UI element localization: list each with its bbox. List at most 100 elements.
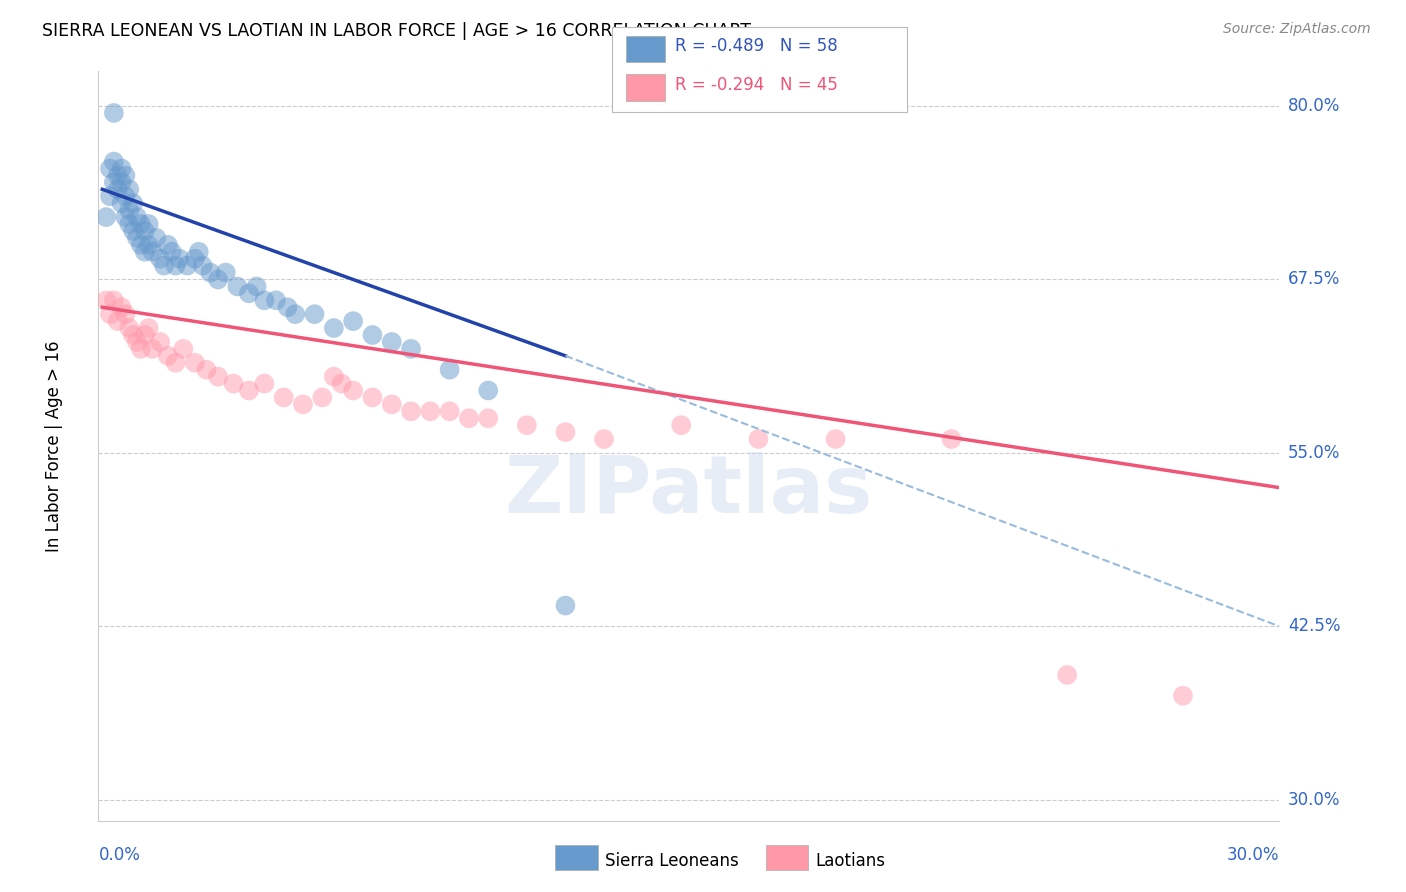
Point	[138, 217, 160, 231]
Point	[184, 252, 207, 266]
Point	[149, 252, 172, 266]
Text: Source: ZipAtlas.com: Source: ZipAtlas.com	[1223, 22, 1371, 37]
Point	[215, 266, 238, 280]
Point	[141, 342, 163, 356]
Text: Laotians: Laotians	[815, 852, 886, 870]
Point	[118, 217, 141, 231]
Point	[98, 161, 121, 176]
Text: R = -0.294   N = 45: R = -0.294 N = 45	[675, 76, 838, 94]
Point	[330, 376, 353, 391]
Point	[103, 106, 125, 120]
Point	[114, 210, 136, 224]
Point	[165, 259, 187, 273]
Point	[322, 369, 344, 384]
Point	[114, 189, 136, 203]
Point	[381, 397, 404, 411]
Point	[593, 432, 616, 446]
Point	[222, 376, 245, 391]
Text: 67.5%: 67.5%	[1288, 270, 1340, 288]
Point	[311, 391, 333, 405]
Point	[342, 314, 364, 328]
Point	[98, 189, 121, 203]
Point	[160, 244, 183, 259]
Point	[941, 432, 963, 446]
Text: 55.0%: 55.0%	[1288, 444, 1340, 462]
Text: ZIPatlas: ZIPatlas	[505, 452, 873, 530]
Point	[134, 244, 156, 259]
Point	[110, 196, 132, 211]
Point	[118, 321, 141, 335]
Point	[554, 599, 576, 613]
Point	[381, 334, 404, 349]
Point	[149, 334, 172, 349]
Point	[172, 342, 194, 356]
Point	[304, 307, 326, 321]
Point	[747, 432, 769, 446]
Point	[200, 266, 222, 280]
Point	[361, 328, 384, 343]
Text: 30.0%: 30.0%	[1288, 791, 1340, 809]
Point	[195, 362, 218, 376]
Point	[477, 411, 499, 425]
Point	[207, 369, 229, 384]
Text: Sierra Leoneans: Sierra Leoneans	[605, 852, 738, 870]
Point	[145, 231, 167, 245]
Point	[238, 384, 260, 398]
Point	[110, 161, 132, 176]
Point	[122, 224, 145, 238]
Point	[156, 237, 179, 252]
Point	[110, 300, 132, 314]
Point	[824, 432, 846, 446]
Point	[125, 231, 148, 245]
Point	[156, 349, 179, 363]
Point	[94, 293, 117, 308]
Point	[107, 169, 129, 183]
Point	[129, 217, 152, 231]
Point	[246, 279, 269, 293]
Point	[107, 182, 129, 196]
Point	[191, 259, 214, 273]
Point	[110, 175, 132, 189]
Point	[399, 404, 422, 418]
Point	[118, 182, 141, 196]
Point	[114, 307, 136, 321]
Point	[122, 328, 145, 343]
Point	[253, 376, 276, 391]
Point	[184, 356, 207, 370]
Point	[399, 342, 422, 356]
Point	[134, 328, 156, 343]
Point	[273, 391, 295, 405]
Point	[103, 293, 125, 308]
Point	[1056, 668, 1078, 682]
Point	[153, 259, 176, 273]
Text: 30.0%: 30.0%	[1227, 846, 1279, 863]
Point	[238, 286, 260, 301]
Point	[103, 175, 125, 189]
Point	[118, 203, 141, 218]
Point	[169, 252, 191, 266]
Text: SIERRA LEONEAN VS LAOTIAN IN LABOR FORCE | AGE > 16 CORRELATION CHART: SIERRA LEONEAN VS LAOTIAN IN LABOR FORCE…	[42, 22, 751, 40]
Point	[322, 321, 344, 335]
Point	[291, 397, 314, 411]
Text: In Labor Force | Age > 16: In Labor Force | Age > 16	[45, 340, 62, 552]
Point	[122, 196, 145, 211]
Point	[125, 334, 148, 349]
Point	[284, 307, 307, 321]
Point	[176, 259, 198, 273]
Point	[94, 210, 117, 224]
Point	[125, 210, 148, 224]
Point	[141, 244, 163, 259]
Point	[107, 314, 129, 328]
Point	[253, 293, 276, 308]
Point	[129, 237, 152, 252]
Point	[477, 384, 499, 398]
Point	[458, 411, 481, 425]
Point	[439, 362, 461, 376]
Point	[554, 425, 576, 439]
Point	[226, 279, 249, 293]
Point	[207, 272, 229, 286]
Point	[138, 237, 160, 252]
Point	[114, 169, 136, 183]
Text: 80.0%: 80.0%	[1288, 97, 1340, 115]
Point	[165, 356, 187, 370]
